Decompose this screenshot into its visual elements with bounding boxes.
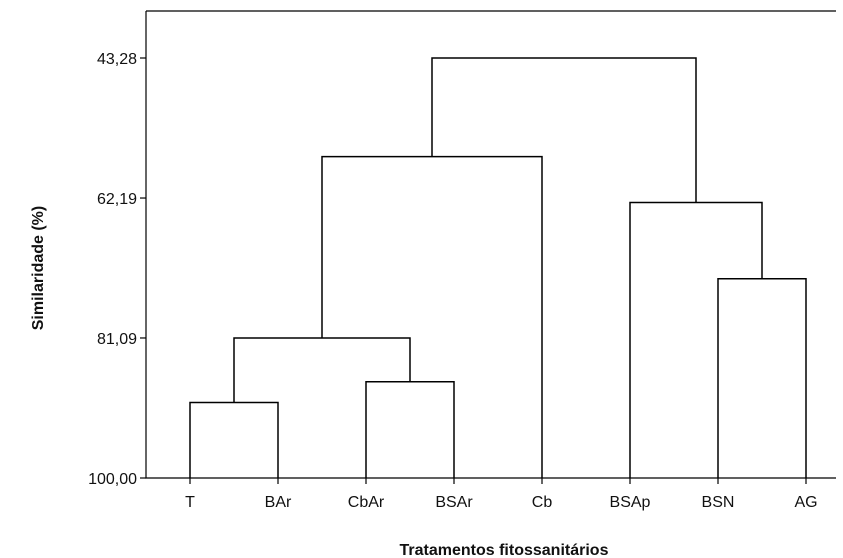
merge-link <box>321 155 543 478</box>
leaf-label: BAr <box>265 494 292 511</box>
plot-frame <box>145 10 836 479</box>
merge-link <box>431 57 697 203</box>
leaf-label: T <box>185 494 195 511</box>
leaf-label: BSN <box>702 494 735 511</box>
leaf-label: AG <box>794 494 817 511</box>
axis-lines <box>145 11 836 479</box>
y-tick-label: 100,00 <box>88 471 137 488</box>
x-axis: T BAr CbAr BSAr Cb BSAp BSN AG <box>185 478 818 511</box>
x-axis-title: Tratamentos fitossanitários <box>400 542 609 558</box>
y-tick-label: 62,19 <box>97 191 137 208</box>
y-tick-label: 81,09 <box>97 331 137 348</box>
y-axis: 43,28 62,19 81,09 100,00 <box>88 51 146 488</box>
merge-link <box>233 337 411 403</box>
leaf-label: BSAp <box>610 494 651 511</box>
merge-link <box>189 401 279 478</box>
y-tick-label: 43,28 <box>97 51 137 68</box>
leaf-label: Cb <box>532 494 553 511</box>
leaf-label: CbAr <box>348 494 385 511</box>
y-axis-title: Similaridade (%) <box>30 206 47 330</box>
dendrogram-links <box>189 57 807 478</box>
leaf-label: BSAr <box>435 494 473 511</box>
merge-link <box>629 201 763 478</box>
merge-link <box>717 278 807 478</box>
merge-link <box>365 380 455 478</box>
